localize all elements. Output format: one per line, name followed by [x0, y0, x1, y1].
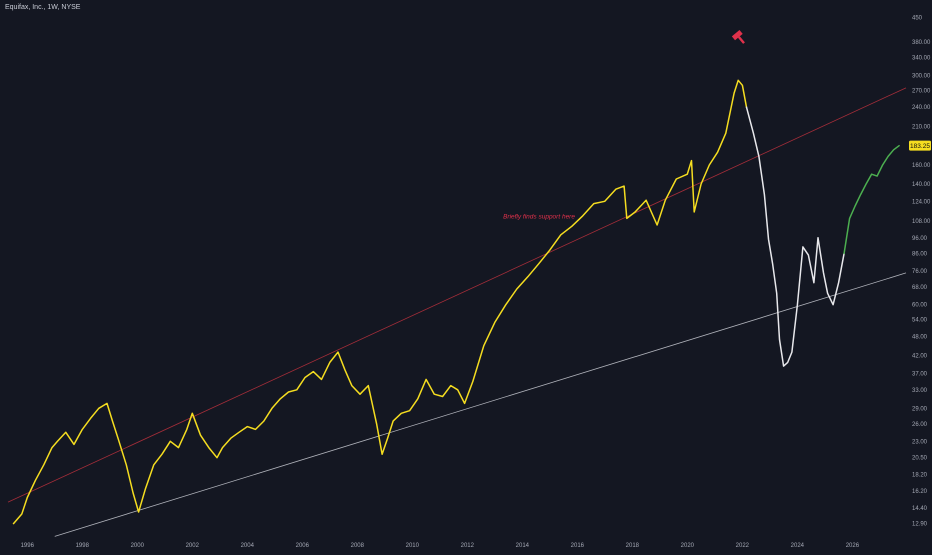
last-price-badge	[909, 140, 931, 151]
y-tick-label: 68.00	[912, 285, 928, 291]
hammer-handle	[737, 36, 745, 44]
y-tick-label: 76.00	[912, 269, 928, 275]
support-trendline	[54, 272, 907, 537]
y-tick-label: 240.00	[912, 105, 931, 111]
y-tick-label: 340.00	[912, 56, 931, 62]
y-tick-label: 18.20	[912, 473, 928, 479]
y-tick-label: 33.00	[912, 388, 928, 394]
y-tick-label: 23.00	[912, 439, 928, 445]
red-hammer-icon	[731, 29, 745, 44]
x-tick-label: 2014	[516, 543, 530, 549]
y-tick-label: 210.00	[912, 124, 931, 130]
y-tick-label: 54.00	[912, 318, 928, 324]
y-tick-label: 270.00	[912, 88, 931, 94]
x-tick-label: 2012	[461, 543, 475, 549]
y-tick-label: 450	[912, 16, 923, 22]
x-tick-label: 2004	[241, 543, 255, 549]
y-tick-label: 48.00	[912, 334, 928, 340]
x-tick-label: 2010	[406, 543, 420, 549]
y-tick-label: 12.90	[912, 522, 928, 528]
x-tick-label: 2020	[681, 543, 695, 549]
x-tick-label: 2000	[131, 543, 145, 549]
x-tick-label: 2026	[846, 543, 860, 549]
x-tick-label: 2002	[186, 543, 200, 549]
price-line-segment-2	[745, 106, 845, 367]
x-tick-label: 2024	[791, 543, 805, 549]
price-line-segment-3	[843, 144, 900, 255]
y-tick-label: 42.00	[912, 353, 928, 359]
y-tick-label: 16.20	[912, 489, 928, 495]
x-tick-label: 2016	[571, 543, 585, 549]
y-tick-label: 86.00	[912, 251, 928, 257]
y-tick-label: 160.00	[912, 163, 931, 169]
y-tick-label: 124.00	[912, 199, 931, 205]
y-tick-label: 37.00	[912, 372, 928, 378]
y-tick-label: 26.00	[912, 422, 928, 428]
x-tick-label: 1996	[21, 543, 35, 549]
price-line-segment-1	[12, 79, 748, 525]
last-price-label: 183.25	[910, 143, 930, 150]
x-tick-label: 2022	[736, 543, 750, 549]
y-tick-label: 60.00	[912, 303, 928, 309]
y-tick-label: 29.00	[912, 406, 928, 412]
y-tick-label: 300.00	[912, 73, 931, 79]
y-tick-label: 20.50	[912, 456, 928, 462]
x-tick-label: 2006	[296, 543, 310, 549]
x-tick-label: 1998	[76, 543, 90, 549]
x-tick-label: 2018	[626, 543, 640, 549]
hammer-head	[731, 29, 743, 41]
x-tick-label: 2008	[351, 543, 365, 549]
annotation-text: Briefly finds support here	[503, 213, 575, 220]
y-tick-label: 380.00	[912, 40, 931, 46]
resistance-trendline	[7, 87, 907, 503]
chart-title: Equifax, Inc., 1W, NYSE	[5, 4, 81, 11]
y-tick-label: 14.40	[912, 506, 928, 512]
y-tick-label: 108.00	[912, 219, 931, 225]
y-tick-label: 96.00	[912, 236, 928, 242]
y-tick-label: 140.00	[912, 182, 931, 188]
